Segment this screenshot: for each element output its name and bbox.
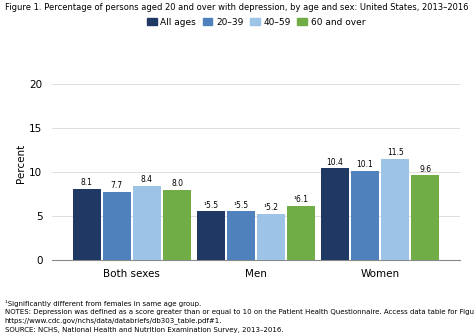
Text: ¹Significantly different from females in same age group.
NOTES: Depression was d: ¹Significantly different from females in… bbox=[5, 300, 474, 333]
Text: 7.7: 7.7 bbox=[111, 181, 123, 190]
Bar bbox=[103, 192, 131, 260]
Bar bbox=[257, 214, 285, 260]
Legend: All ages, 20–39, 40–59, 60 and over: All ages, 20–39, 40–59, 60 and over bbox=[146, 17, 366, 28]
Bar bbox=[227, 211, 255, 260]
Bar bbox=[163, 189, 191, 260]
Text: 8.0: 8.0 bbox=[171, 179, 183, 188]
Text: ¹5.5: ¹5.5 bbox=[203, 201, 219, 210]
Text: 9.6: 9.6 bbox=[419, 165, 431, 174]
Text: ¹5.5: ¹5.5 bbox=[233, 201, 248, 210]
Text: ¹6.1: ¹6.1 bbox=[294, 195, 309, 204]
Bar bbox=[411, 175, 439, 260]
Bar bbox=[381, 159, 409, 260]
Bar bbox=[351, 171, 379, 260]
Text: 10.1: 10.1 bbox=[356, 160, 374, 169]
Y-axis label: Percent: Percent bbox=[17, 144, 27, 183]
Text: 11.5: 11.5 bbox=[387, 148, 403, 157]
Bar bbox=[287, 206, 315, 260]
Text: Figure 1. Percentage of persons aged 20 and over with depression, by age and sex: Figure 1. Percentage of persons aged 20 … bbox=[5, 3, 468, 12]
Text: 8.4: 8.4 bbox=[141, 175, 153, 184]
Bar bbox=[197, 211, 225, 260]
Bar bbox=[321, 168, 349, 260]
Text: ¹5.2: ¹5.2 bbox=[264, 203, 279, 212]
Text: 8.1: 8.1 bbox=[81, 178, 92, 187]
Text: 10.4: 10.4 bbox=[327, 158, 343, 167]
Bar bbox=[73, 188, 100, 260]
Bar bbox=[133, 186, 161, 260]
